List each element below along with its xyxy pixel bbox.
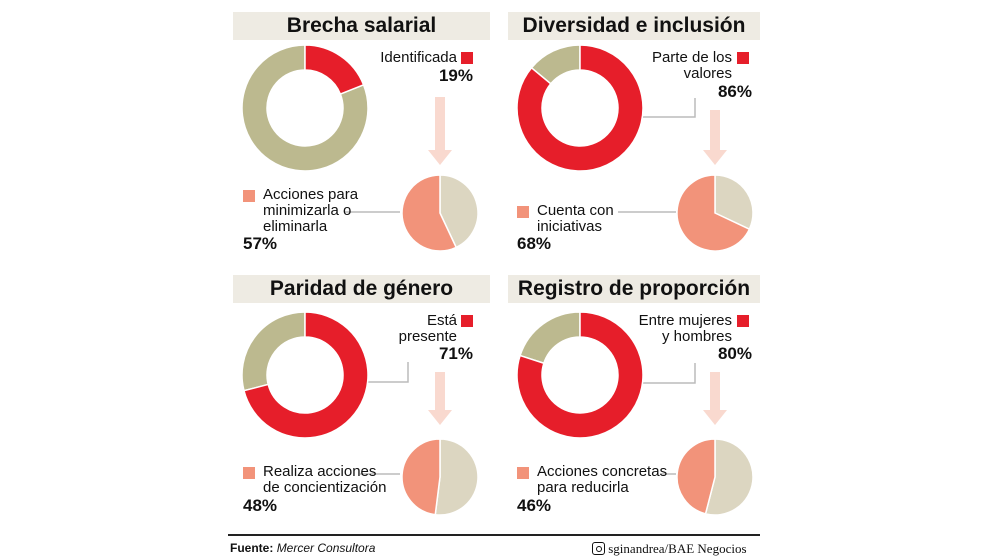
donut-pct: 86%	[717, 82, 752, 101]
donut-segment-rest	[241, 44, 369, 172]
arrow-shaft	[435, 97, 445, 151]
donut-leader-line	[640, 363, 696, 384]
donut-segment-value	[304, 44, 365, 95]
panel-title-registro: Registro de proporción	[508, 275, 760, 303]
pie-label: Acciones para minimizarla o eliminarla	[263, 186, 359, 235]
pie-segment-value	[401, 438, 441, 516]
donut-label: Está presente	[398, 312, 457, 345]
pie-segment-value	[401, 174, 458, 252]
legend-red-square	[461, 315, 473, 327]
arrow-shaft	[435, 372, 445, 411]
donut-leader-line	[642, 98, 696, 118]
donut-segment-value	[243, 311, 369, 439]
panel-title-brecha: Brecha salarial	[233, 12, 490, 40]
donut-segment-rest	[519, 311, 581, 365]
donut-pct: 19%	[438, 66, 473, 85]
pie-segment-value	[676, 174, 751, 252]
pie-pct: 68%	[517, 234, 552, 253]
pie-pct: 48%	[243, 496, 278, 515]
donut-segment-value	[516, 44, 644, 172]
pie-segment-value	[676, 438, 716, 515]
panel-title-paridad: Paridad de género	[233, 275, 490, 303]
pie-label: Cuenta con iniciativas	[537, 202, 614, 235]
instagram-icon	[592, 542, 605, 555]
pie-segment-rest	[439, 174, 479, 249]
donut-segment-value	[516, 311, 644, 439]
arrow-down-icon	[428, 150, 452, 165]
legend-red-square	[461, 52, 473, 64]
legend-red-square	[737, 52, 749, 64]
pie-label: Realiza acciones de concientización	[263, 463, 387, 496]
pie-segment-rest	[434, 438, 479, 516]
donut-pct: 71%	[438, 344, 473, 363]
pie-segment-rest	[704, 438, 754, 516]
footer-rule	[228, 534, 760, 536]
donut-segment-rest	[241, 311, 306, 392]
pie-label: Acciones concretas para reducirla	[537, 463, 668, 496]
arrow-down-icon	[428, 410, 452, 425]
pie-segment-rest	[714, 174, 754, 231]
pie-pct: 46%	[517, 496, 552, 515]
legend-red-square	[737, 315, 749, 327]
donut-leader-line	[368, 362, 409, 383]
pie-pct: 57%	[243, 234, 278, 253]
donut-pct: 80%	[717, 344, 752, 363]
legend-salmon-square	[517, 206, 529, 218]
arrow-shaft	[710, 372, 720, 411]
donut-label: Entre mujeres y hombres	[638, 312, 732, 345]
donut-label: Parte de los valores	[651, 49, 732, 82]
panel-title-diversidad: Diversidad e inclusión	[508, 12, 760, 40]
arrow-shaft	[710, 110, 720, 151]
legend-salmon-square	[243, 467, 255, 479]
credit-line: sginandrea/BAE Negocios	[592, 541, 747, 557]
source-line: Fuente: Mercer Consultora	[230, 541, 376, 555]
arrow-down-icon	[703, 150, 727, 165]
arrow-down-icon	[703, 410, 727, 425]
donut-label: Identificada	[380, 49, 457, 66]
legend-salmon-square	[243, 190, 255, 202]
legend-salmon-square	[517, 467, 529, 479]
